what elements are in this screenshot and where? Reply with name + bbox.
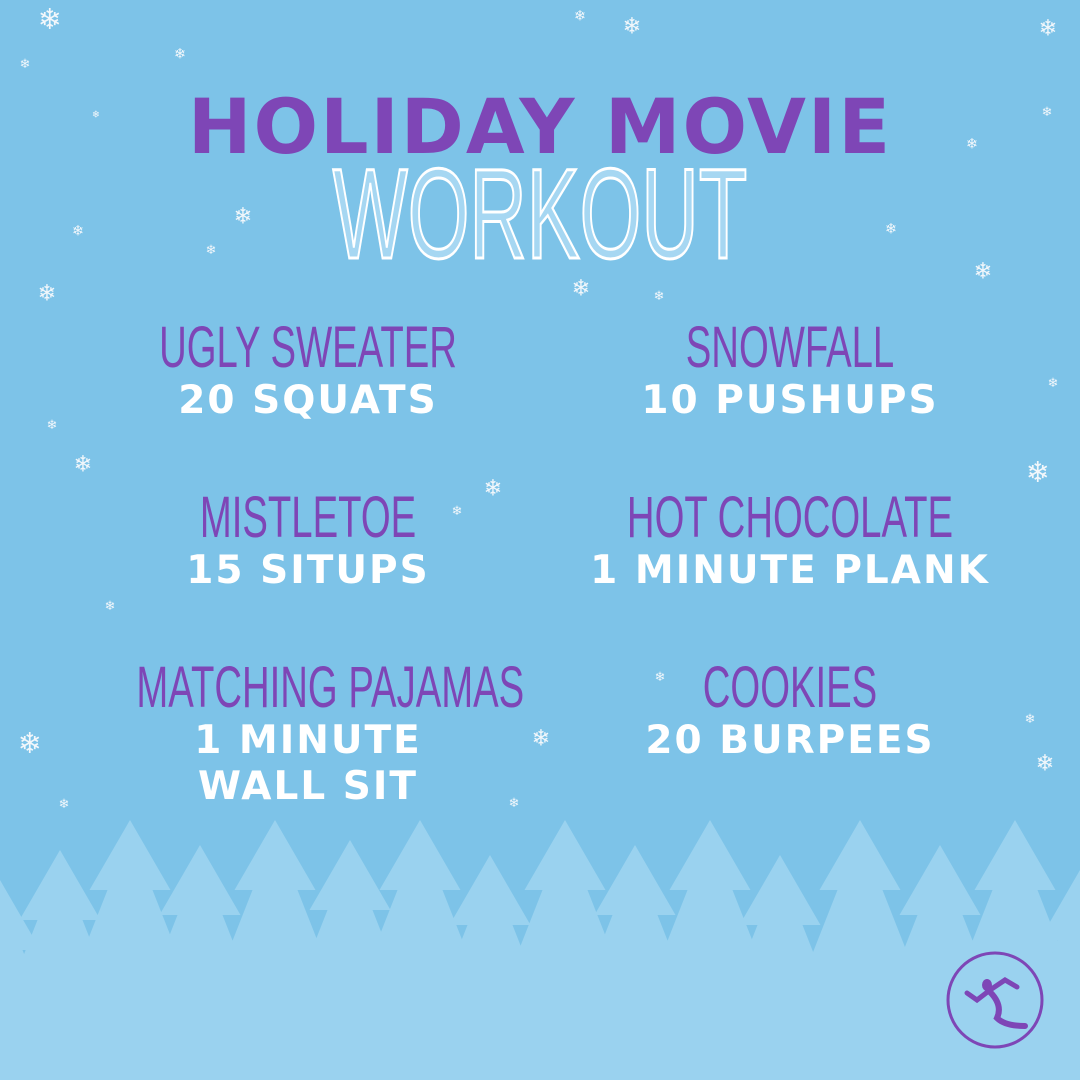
item-name: MISTLETOE xyxy=(199,485,417,550)
snowflake-icon: ❄ xyxy=(654,289,665,304)
snowflake-icon: ❄ xyxy=(234,204,253,230)
snowflake-icon: ❄ xyxy=(20,57,31,72)
item-exercise: 20 SQUATS xyxy=(178,378,438,423)
snowflake-icon: ❄ xyxy=(572,276,591,302)
item-name: UGLY SWEATER xyxy=(159,315,457,380)
title-workout: WORKOUT xyxy=(332,143,748,286)
snowflake-icon: ❄ xyxy=(38,281,57,307)
running-figure-logo xyxy=(946,951,1044,1049)
item-name: HOT CHOCOLATE xyxy=(626,485,954,550)
snowflake-icon: ❄ xyxy=(509,796,520,811)
snowflake-icon: ❄ xyxy=(1039,16,1058,42)
ground xyxy=(0,960,1080,1080)
snowflake-icon: ❄ xyxy=(532,726,551,752)
snowflake-icon: ❄ xyxy=(1048,376,1059,391)
snowflake-icon: ❄ xyxy=(74,452,93,478)
snowflake-icon: ❄ xyxy=(38,2,62,36)
snowflake-icon: ❄ xyxy=(885,222,897,238)
workout-item-ugly-sweater: UGLY SWEATER 20 SQUATS xyxy=(48,318,568,424)
item-name: SNOWFALL xyxy=(685,315,895,380)
item-exercise: 10 PUSHUPS xyxy=(641,378,939,423)
snowflake-icon: ❄ xyxy=(72,224,84,240)
workout-item-mistletoe: MISTLETOE 15 SITUPS xyxy=(48,488,568,594)
snowflake-icon: ❄ xyxy=(1042,105,1053,120)
snowflake-icon: ❄ xyxy=(452,504,463,519)
snowflake-icon: ❄ xyxy=(1025,712,1036,727)
snowflake-icon: ❄ xyxy=(47,418,58,433)
workout-item-snowfall: SNOWFALL 10 PUSHUPS xyxy=(530,318,1050,424)
snowflake-icon: ❄ xyxy=(174,47,186,63)
snowflake-icon: ❄ xyxy=(966,137,978,153)
snowflake-icon: ❄ xyxy=(974,259,993,285)
item-exercise: 20 BURPEES xyxy=(645,718,935,763)
item-exercise: 1 MINUTE WALL SIT xyxy=(194,718,422,809)
snowflake-icon: ❄ xyxy=(1036,751,1055,777)
workout-item-hot-chocolate: HOT CHOCOLATE 1 MINUTE PLANK xyxy=(530,488,1050,594)
item-exercise: 1 MINUTE PLANK xyxy=(590,548,990,593)
snowflake-icon: ❄ xyxy=(59,797,70,812)
snowflake-icon: ❄ xyxy=(206,243,217,258)
snowflake-icon: ❄ xyxy=(105,599,116,614)
item-exercise: 15 SITUPS xyxy=(186,548,430,593)
snowflake-icon: ❄ xyxy=(484,476,503,502)
workout-item-cookies: COOKIES 20 BURPEES xyxy=(530,658,1050,764)
snowflake-icon: ❄ xyxy=(18,726,42,760)
item-name: COOKIES xyxy=(702,655,878,720)
snowflake-icon: ❄ xyxy=(574,9,586,25)
title-holiday-movie: HOLIDAY MOVIE xyxy=(187,82,893,171)
item-name: MATCHING PAJAMAS xyxy=(136,655,525,720)
snowflake-icon: ❄ xyxy=(92,109,100,120)
snowflake-icon: ❄ xyxy=(1026,455,1050,489)
workout-item-matching-pajamas: MATCHING PAJAMAS 1 MINUTE WALL SIT xyxy=(48,658,568,810)
snowflake-icon: ❄ xyxy=(655,670,666,685)
snowflake-icon: ❄ xyxy=(623,14,642,40)
